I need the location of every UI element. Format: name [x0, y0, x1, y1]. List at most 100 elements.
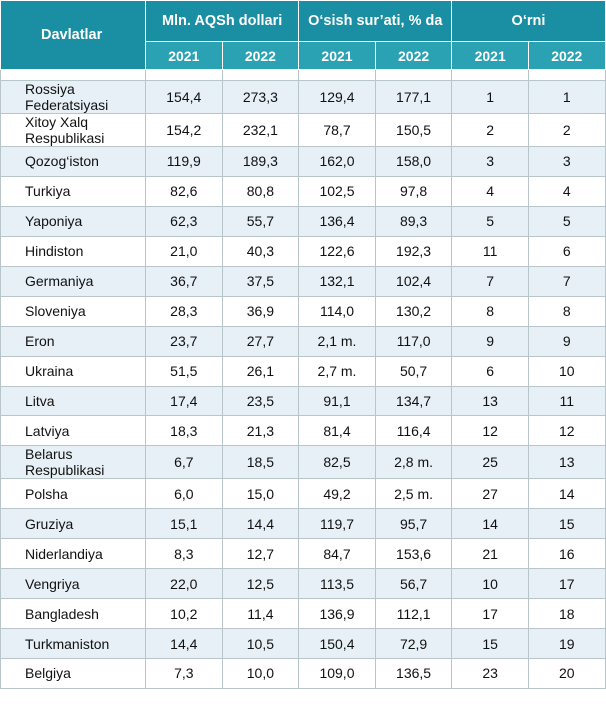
value-cell-g1: 150,4 [298, 628, 376, 659]
value-cell-g1: 2,7 m. [298, 355, 376, 387]
table-row: Niderlandiya 8,3 12,7 84,7 153,6 21 16 [0, 538, 606, 570]
table-row: Polsha 6,0 15,0 49,2 2,5 m. 27 14 [0, 478, 606, 510]
value-cell-v1: 36,7 [145, 265, 223, 297]
country-name-cell: Rossiya Federatsiyasi [0, 80, 146, 114]
value-cell-v1: 6,7 [145, 445, 223, 480]
value-cell-v2: 23,5 [221, 385, 300, 417]
table-row: Eron 23,7 27,7 2,1 m. 117,0 9 9 [0, 325, 606, 357]
country-name-cell: Litva [0, 385, 146, 417]
country-name-cell: Ukraina [0, 355, 146, 387]
country-name-cell: Belgiya [0, 658, 146, 689]
value-cell-v1: 22,0 [145, 568, 223, 600]
value-cell-g1: 129,4 [298, 80, 376, 114]
value-cell-v1: 17,4 [145, 385, 223, 417]
value-cell-g1: 113,5 [298, 568, 376, 600]
value-cell-g2: 177,1 [374, 80, 453, 114]
header-value-group: Mln. AQSh dollari [144, 0, 300, 42]
value-cell-r2: 5 [527, 205, 606, 237]
value-cell-g2: 2,8 m. [374, 445, 453, 480]
table-row: Latviya 18,3 21,3 81,4 116,4 12 12 [0, 415, 606, 447]
value-cell-r2: 6 [527, 235, 606, 267]
value-cell-v1: 15,1 [145, 508, 223, 540]
value-cell-v2: 273,3 [221, 80, 300, 114]
value-cell-g1: 82,5 [298, 445, 376, 480]
country-name-cell: Yaponiya [0, 205, 146, 237]
value-cell-v1: 119,9 [145, 146, 223, 177]
value-cell-g2: 50,7 [374, 355, 453, 387]
value-cell-r2: 9 [527, 325, 606, 357]
value-cell-r1: 2 [451, 113, 529, 147]
value-cell-g1: 84,7 [298, 538, 376, 570]
value-cell-v2: 80,8 [221, 175, 300, 207]
value-cell-r2: 3 [527, 146, 606, 177]
value-cell-g2: 117,0 [374, 325, 453, 357]
value-cell-g2: 102,4 [374, 265, 453, 297]
value-cell-v1: 28,3 [145, 295, 223, 327]
table-row: Germaniya 36,7 37,5 132,1 102,4 7 7 [0, 265, 606, 297]
value-cell-r2: 11 [527, 385, 606, 417]
value-cell-v2: 27,7 [221, 325, 300, 357]
table-row: Rossiya Federatsiyasi 154,4 273,3 129,4 177,… [0, 80, 606, 114]
value-cell-v2: 18,5 [221, 445, 300, 480]
header-country: Davlatlar [0, 0, 146, 70]
value-cell-r2: 1 [527, 80, 606, 114]
value-cell-r1: 17 [451, 598, 529, 630]
table-row: Hindiston 21,0 40,3 122,6 192,3 11 6 [0, 235, 606, 267]
value-cell-g2: 158,0 [374, 146, 453, 177]
value-cell-v1: 6,0 [145, 478, 223, 510]
value-cell-g2: 192,3 [374, 235, 453, 267]
value-cell-v2: 12,7 [221, 538, 300, 570]
value-cell-v1: 82,6 [145, 175, 223, 207]
country-name-cell: Latviya [0, 415, 146, 447]
value-cell-g1: 2,1 m. [298, 325, 376, 357]
value-cell-r1: 21 [451, 538, 529, 570]
value-cell-r2: 10 [527, 355, 606, 387]
value-cell-r1: 12 [451, 415, 529, 447]
value-cell-r1: 4 [451, 175, 529, 207]
value-cell-v1: 154,4 [145, 80, 223, 114]
value-cell-v1: 154,2 [145, 113, 223, 147]
value-cell-g2: 56,7 [374, 568, 453, 600]
table-row: Ukraina 51,5 26,1 2,7 m. 50,7 6 10 [0, 355, 606, 387]
country-name-cell: Xitoy Xalq Respublikasi [0, 113, 146, 147]
value-cell-v2: 189,3 [221, 146, 300, 177]
value-cell-r2: 8 [527, 295, 606, 327]
value-cell-g1: 114,0 [298, 295, 376, 327]
header-year: 2022 [221, 41, 300, 70]
value-cell-r2: 17 [527, 568, 606, 600]
table-row: Litva 17,4 23,5 91,1 134,7 13 11 [0, 385, 606, 417]
value-cell-r1: 9 [451, 325, 529, 357]
country-name-cell: Turkiya [0, 175, 146, 207]
value-cell-v2: 15,0 [221, 478, 300, 510]
value-cell-r2: 14 [527, 478, 606, 510]
value-cell-r2: 4 [527, 175, 606, 207]
table-row: Bangladesh 10,2 11,4 136,9 112,1 17 18 [0, 598, 606, 630]
value-cell-v2: 55,7 [221, 205, 300, 237]
value-cell-g1: 49,2 [298, 478, 376, 510]
value-cell-r1: 23 [451, 658, 529, 689]
value-cell-r1: 15 [451, 628, 529, 659]
value-cell-v2: 11,4 [221, 598, 300, 630]
value-cell-r2: 20 [527, 658, 606, 689]
value-cell-r2: 2 [527, 113, 606, 147]
country-name-cell: Hindiston [0, 235, 146, 267]
value-cell-v1: 23,7 [145, 325, 223, 357]
table-row: Qozog‘iston 119,9 189,3 162,0 158,0 3 3 [0, 146, 606, 177]
value-cell-g1: 109,0 [298, 658, 376, 689]
header-year: 2021 [298, 41, 376, 70]
value-cell-v1: 62,3 [145, 205, 223, 237]
value-cell-r1: 14 [451, 508, 529, 540]
country-name-cell: Germaniya [0, 265, 146, 297]
table-row: Sloveniya 28,3 36,9 114,0 130,2 8 8 [0, 295, 606, 327]
value-cell-g2: 134,7 [374, 385, 453, 417]
value-cell-g2: 153,6 [374, 538, 453, 570]
value-cell-g2: 130,2 [374, 295, 453, 327]
country-name-cell: Eron [0, 325, 146, 357]
value-cell-v1: 7,3 [145, 658, 223, 689]
table-row: Xitoy Xalq Respublikasi 154,2 232,1 78,7 150… [0, 113, 606, 147]
value-cell-r2: 12 [527, 415, 606, 447]
value-cell-g1: 81,4 [298, 415, 376, 447]
value-cell-g1: 132,1 [298, 265, 376, 297]
value-cell-v2: 14,4 [221, 508, 300, 540]
value-cell-v1: 51,5 [145, 355, 223, 387]
